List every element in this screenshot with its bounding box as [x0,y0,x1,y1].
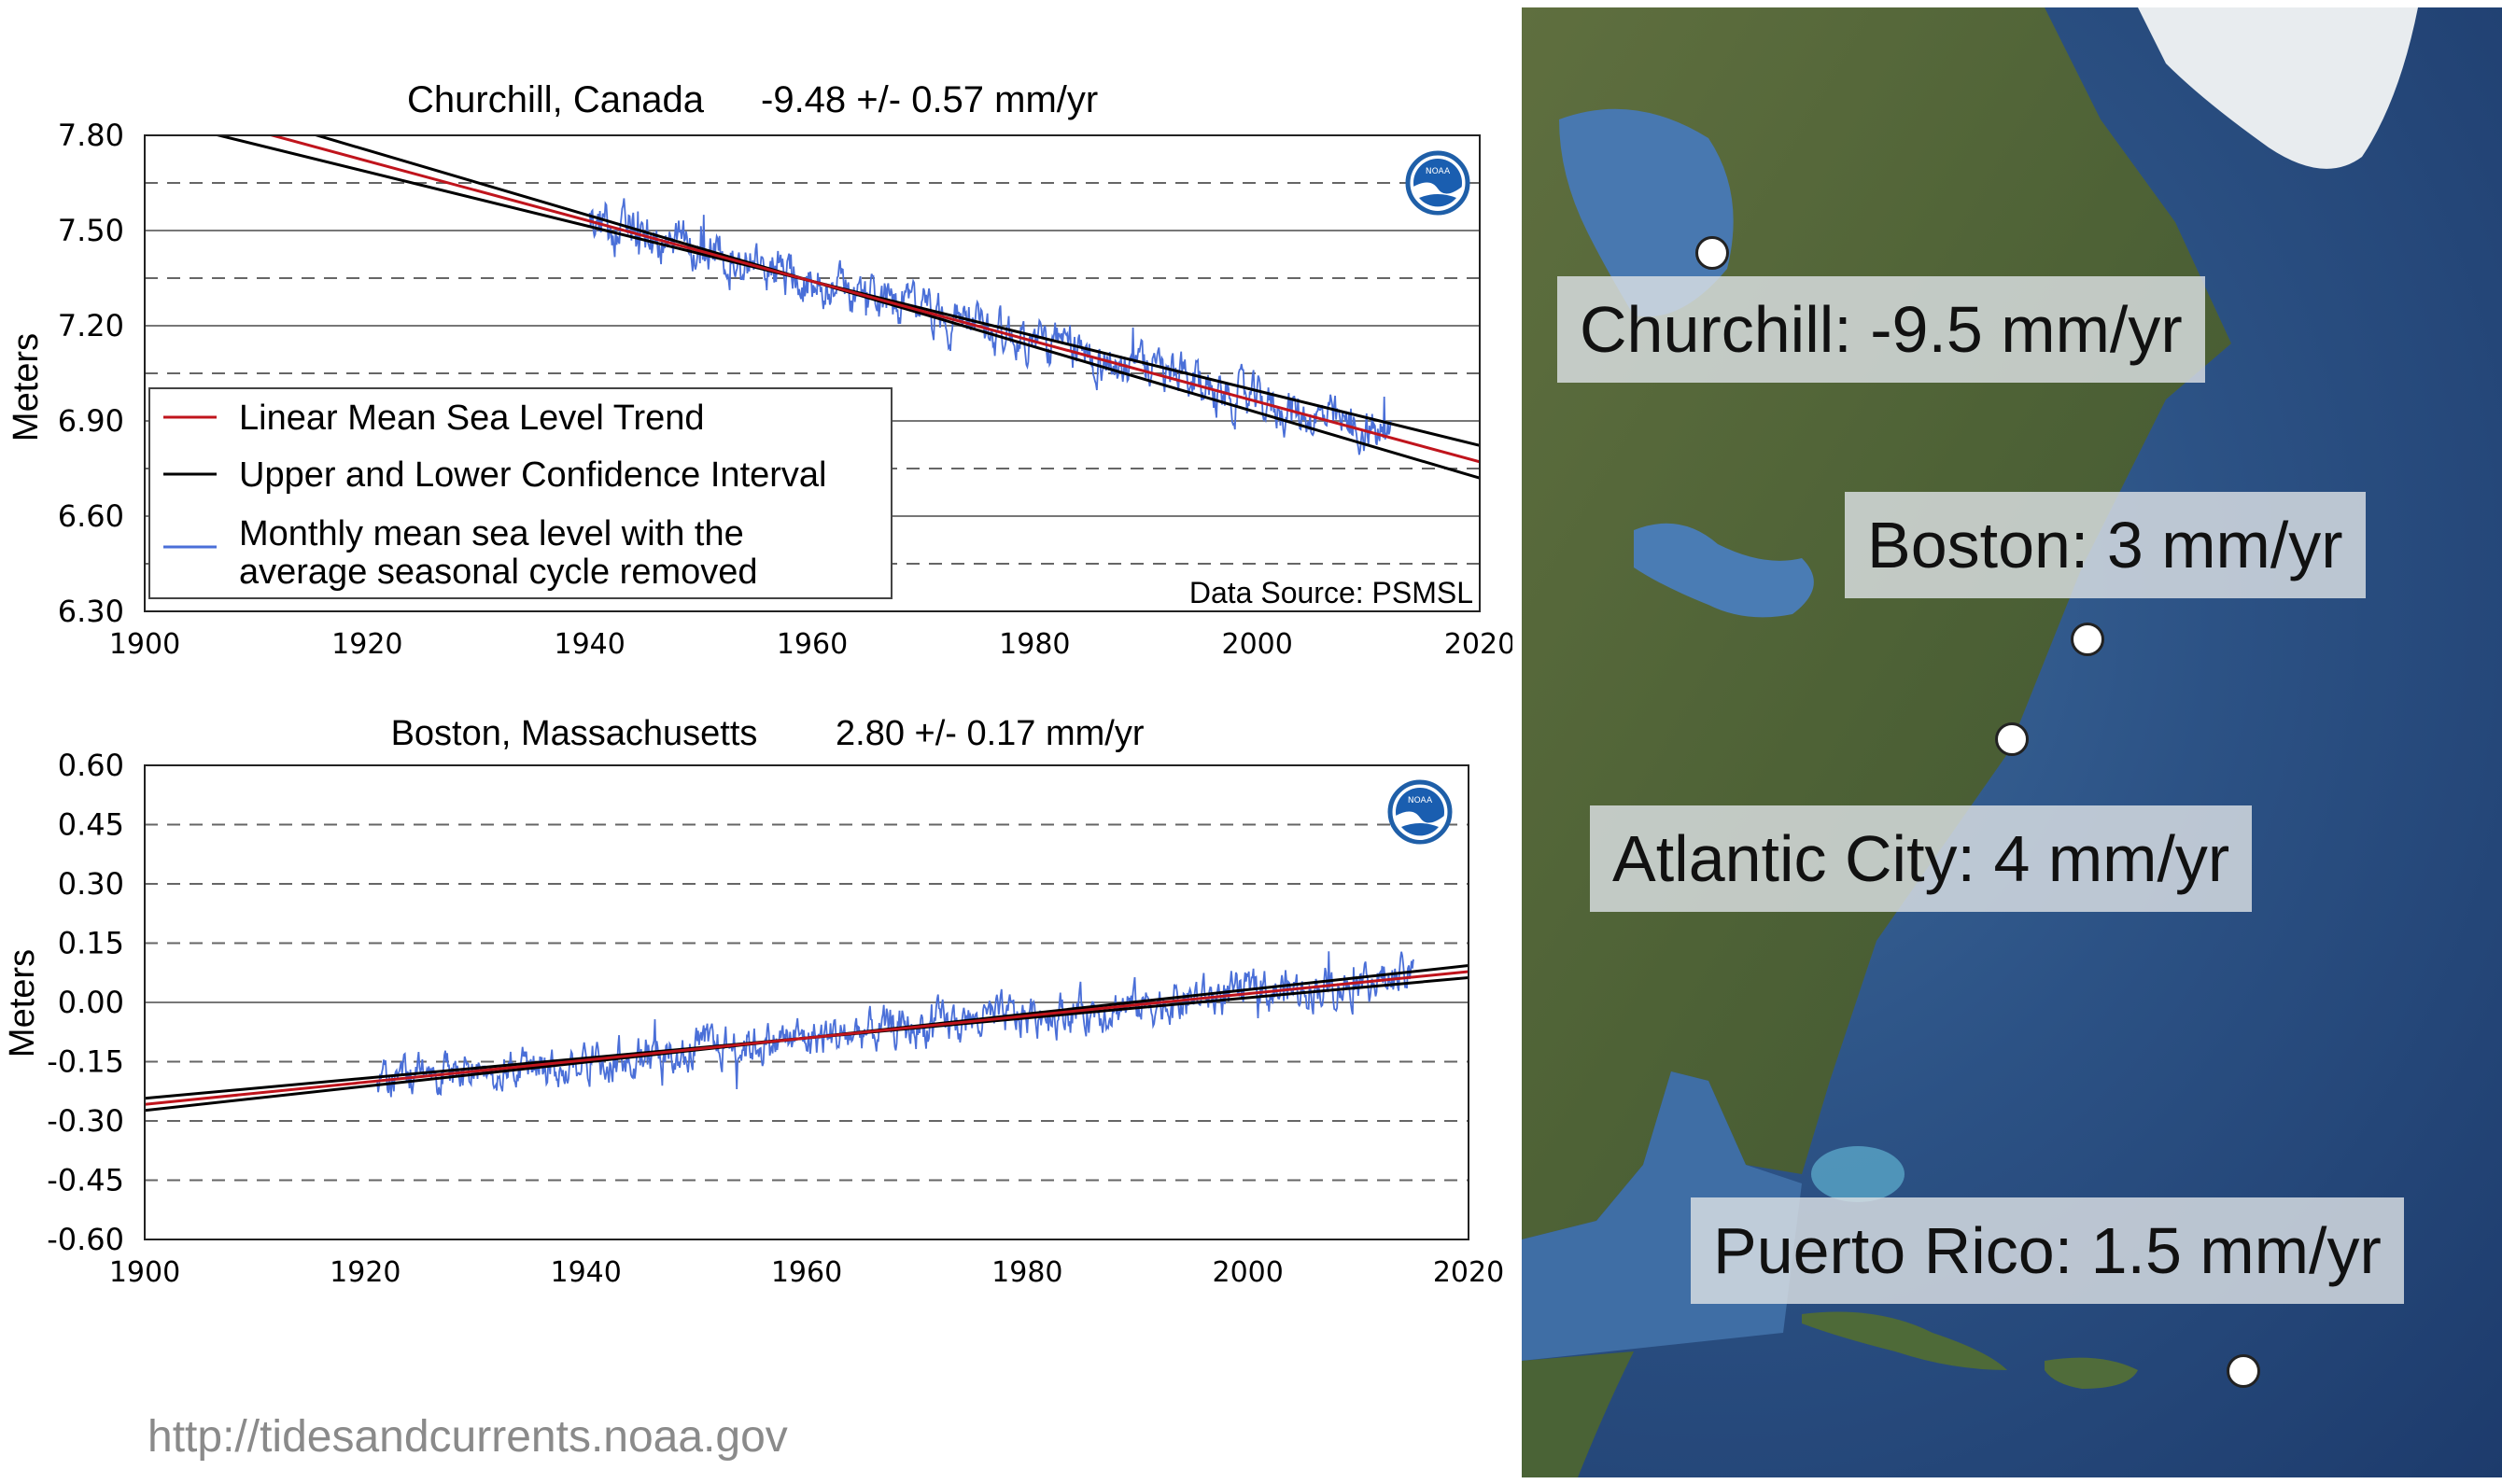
svg-text:NOAA: NOAA [1426,167,1451,176]
y-axis-label: Meters [3,949,42,1057]
y-tick-label: 6.30 [58,594,124,629]
chart-title: Churchill, Canada [407,79,705,120]
y-tick-label: -0.45 [47,1163,124,1198]
hispaniola [2045,1357,2138,1389]
x-tick-label: 1920 [331,628,402,661]
x-tick-label: 2020 [1433,1256,1504,1289]
x-tick-labels: 1900 1920 1940 1960 1980 2000 2020 [109,628,1512,661]
y-tick-label: 7.20 [58,308,124,343]
x-tick-label: 1940 [554,628,625,661]
x-tick-label: 1980 [991,1256,1062,1289]
central-america [1522,1351,1634,1477]
y-tick-label: 6.90 [58,403,124,439]
chart-trend-rate: 2.80 +/- 0.17 mm/yr [836,714,1145,753]
y-tick-labels: 6.30 6.60 6.90 7.20 7.50 7.80 [58,118,124,629]
site-marker-puerto-rico[interactable] [2227,1354,2260,1388]
y-tick-label: -0.15 [47,1044,124,1080]
series-monthly-mean [375,951,1414,1098]
x-tick-label: 2020 [1444,628,1512,661]
greenland [2138,7,2418,169]
map-label-churchill: Churchill: -9.5 mm/yr [1557,276,2205,383]
site-marker-atlantic-city[interactable] [1995,722,2029,756]
x-tick-label: 2000 [1212,1256,1283,1289]
grid-lines [145,823,1469,1182]
y-axis-label: Meters [7,333,46,441]
x-tick-label: 1980 [999,628,1070,661]
y-tick-label: 7.80 [58,118,124,153]
y-tick-label: 0.00 [58,985,124,1020]
chart-boston: Boston, Massachusetts 2.80 +/- 0.17 mm/y… [3,714,1504,1289]
series-monthly-mean [588,198,1392,455]
chart-title: Boston, Massachusetts [391,714,758,753]
x-tick-label: 1920 [330,1256,401,1289]
y-tick-labels: 0.60 0.45 0.30 0.15 0.00 -0.15 -0.30 -0.45 -0.60 [47,748,124,1257]
series-linear-trend [145,970,1469,1106]
chart-trend-rate: -9.48 +/- 0.57 mm/yr [761,79,1098,120]
map-label-atlantic-city: Atlantic City: 4 mm/yr [1590,805,2253,912]
legend-box [148,387,893,599]
legend-label-ci: Upper and Lower Confidence Interval [239,455,827,495]
site-marker-boston[interactable] [2071,623,2104,656]
hudson-bay [1559,108,1734,317]
noaa-logo: NOAA [1405,150,1470,216]
map-label-boston: Boston: 3 mm/yr [1845,492,2366,598]
y-tick-label: 6.60 [58,498,124,534]
noaa-logo: NOAA [1387,779,1453,845]
y-tick-label: 7.50 [58,213,124,248]
y-tick-label: 0.60 [58,748,124,783]
data-source-label: Data Source: PSMSL [1189,576,1473,609]
svg-text:NOAA: NOAA [1408,796,1433,805]
y-tick-label: -0.30 [47,1103,124,1139]
map-label-puerto-rico: Puerto Rico: 1.5 mm/yr [1691,1197,2404,1304]
y-tick-label: -0.60 [47,1222,124,1257]
legend-label-trend: Linear Mean Sea Level Trend [239,399,705,438]
legend: Linear Mean Sea Level Trend Upper and Lo… [148,387,893,599]
tide-charts: Churchill, Canada -9.48 +/- 0.57 mm/yr M… [3,79,1512,1289]
y-tick-label: 0.30 [58,866,124,902]
cuba [1802,1311,2007,1370]
site-marker-churchill[interactable] [1695,236,1729,270]
series-layer [213,135,1480,480]
series-layer [145,951,1469,1113]
x-tick-label: 1960 [777,628,848,661]
x-tick-label: 1960 [771,1256,842,1289]
source-url[interactable]: http://tidesandcurrents.noaa.gov [148,1412,788,1462]
x-tick-label: 1900 [109,628,180,661]
legend-label-monthly-2: average seasonal cycle removed [239,553,758,592]
x-tick-labels: 1900 1920 1940 1960 1980 2000 2020 [109,1256,1504,1289]
legend-label-monthly-1: Monthly mean sea level with the [239,514,744,553]
y-tick-label: 0.15 [58,926,124,961]
series-linear-trend [267,135,1480,464]
x-tick-label: 1940 [550,1256,621,1289]
satellite-map: Churchill: -9.5 mm/yr Boston: 3 mm/yr At… [1522,7,2502,1477]
x-tick-label: 2000 [1221,628,1292,661]
plot-frame [144,764,1469,1240]
x-tick-label: 1900 [109,1256,180,1289]
bahamas-shallows [1811,1146,1905,1202]
plot-frame [144,134,1481,612]
great-lakes [1634,523,1814,618]
y-tick-label: 0.45 [58,807,124,843]
chart-churchill: Churchill, Canada -9.48 +/- 0.57 mm/yr M… [7,79,1512,661]
